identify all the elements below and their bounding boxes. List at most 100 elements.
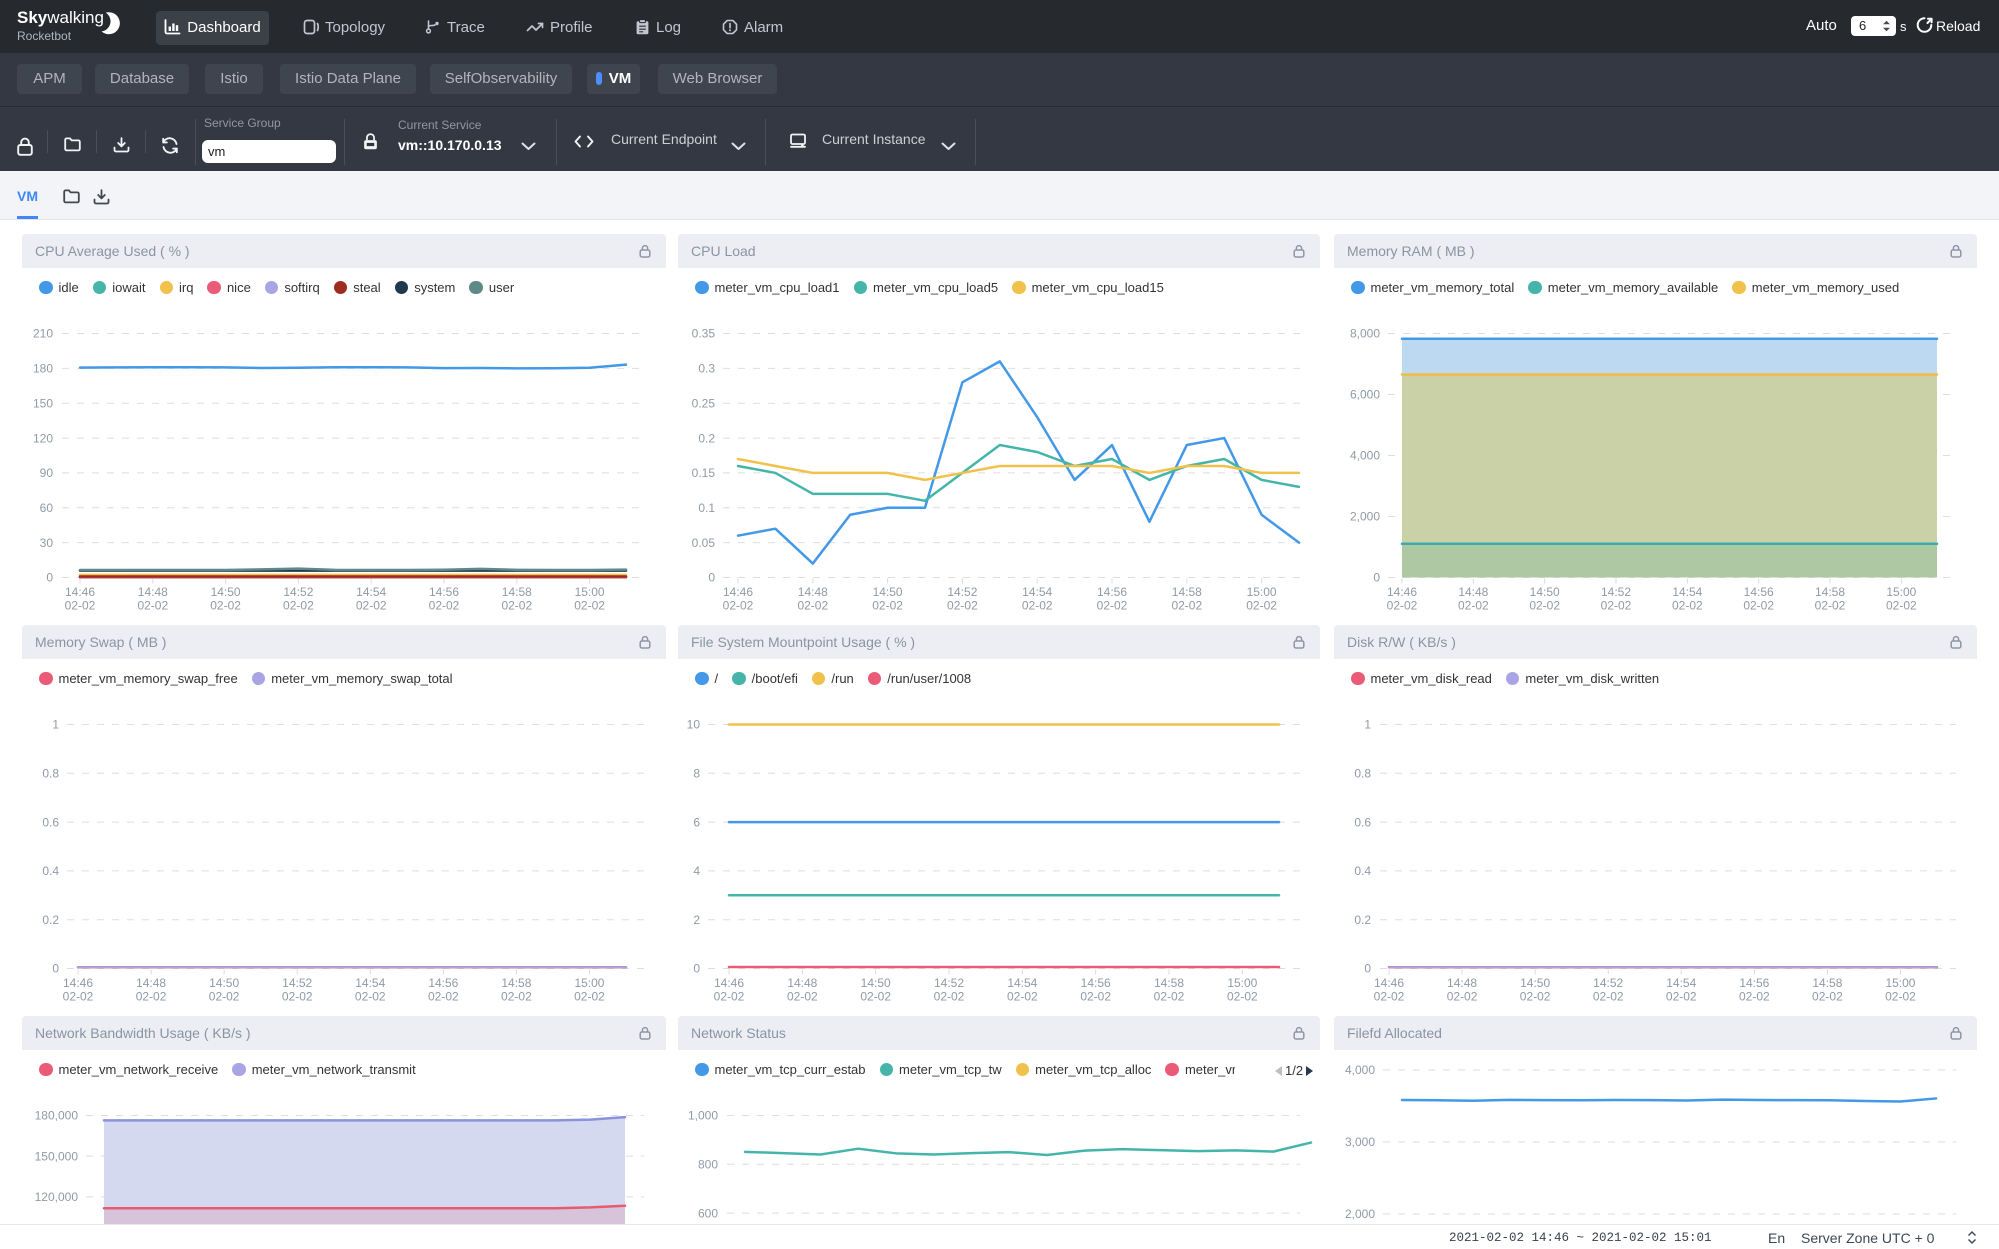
svg-text:0: 0 (52, 962, 59, 976)
svg-text:02-02: 02-02 (1246, 599, 1277, 613)
svg-text:0: 0 (1373, 571, 1380, 585)
svg-text:02-02: 02-02 (429, 599, 460, 613)
svg-text:0.2: 0.2 (1354, 913, 1371, 927)
svg-text:4,000: 4,000 (1350, 449, 1380, 463)
svg-text:02-02: 02-02 (1227, 990, 1258, 1004)
svg-text:14:58: 14:58 (1154, 976, 1184, 990)
svg-text:14:58: 14:58 (1172, 585, 1202, 599)
svg-text:15:00: 15:00 (1247, 585, 1277, 599)
svg-text:14:54: 14:54 (1007, 976, 1037, 990)
svg-text:14:58: 14:58 (502, 585, 532, 599)
svg-text:8,000: 8,000 (1350, 327, 1380, 341)
svg-text:15:00: 15:00 (1885, 976, 1915, 990)
svg-text:02-02: 02-02 (860, 990, 891, 1004)
svg-text:0.4: 0.4 (42, 864, 59, 878)
svg-text:0.25: 0.25 (692, 396, 716, 410)
svg-text:8: 8 (693, 767, 700, 781)
svg-text:120: 120 (33, 431, 53, 445)
svg-text:1: 1 (1364, 718, 1371, 732)
svg-text:0: 0 (708, 571, 715, 585)
svg-text:14:54: 14:54 (355, 976, 385, 990)
svg-text:14:48: 14:48 (1447, 976, 1477, 990)
svg-text:02-02: 02-02 (1022, 599, 1053, 613)
svg-text:14:58: 14:58 (501, 976, 531, 990)
svg-text:14:46: 14:46 (714, 976, 744, 990)
svg-text:02-02: 02-02 (1447, 990, 1478, 1004)
svg-text:800: 800 (698, 1158, 718, 1172)
svg-text:02-02: 02-02 (1154, 990, 1185, 1004)
svg-text:14:46: 14:46 (63, 976, 93, 990)
svg-text:600: 600 (698, 1206, 718, 1220)
svg-text:02-02: 02-02 (1080, 990, 1111, 1004)
svg-text:0.35: 0.35 (692, 327, 716, 341)
svg-text:14:50: 14:50 (211, 585, 241, 599)
svg-text:02-02: 02-02 (65, 599, 96, 613)
svg-text:14:50: 14:50 (861, 976, 891, 990)
svg-text:02-02: 02-02 (1520, 990, 1551, 1004)
svg-text:14:56: 14:56 (429, 585, 459, 599)
svg-text:14:48: 14:48 (798, 585, 828, 599)
svg-text:14:54: 14:54 (356, 585, 386, 599)
svg-text:3,000: 3,000 (1345, 1135, 1375, 1149)
svg-text:02-02: 02-02 (1672, 599, 1703, 613)
svg-text:0.1: 0.1 (698, 501, 715, 515)
svg-text:02-02: 02-02 (934, 990, 965, 1004)
svg-text:14:46: 14:46 (723, 585, 753, 599)
svg-text:6: 6 (693, 815, 700, 829)
svg-text:14:52: 14:52 (934, 976, 964, 990)
svg-text:02-02: 02-02 (355, 990, 386, 1004)
svg-text:02-02: 02-02 (1387, 599, 1418, 613)
svg-text:0.15: 0.15 (692, 466, 716, 480)
svg-text:14:46: 14:46 (1387, 585, 1417, 599)
svg-text:14:54: 14:54 (1666, 976, 1696, 990)
svg-text:02-02: 02-02 (1593, 990, 1624, 1004)
svg-text:02-02: 02-02 (1097, 599, 1128, 613)
svg-text:0.6: 0.6 (42, 815, 59, 829)
svg-text:14:58: 14:58 (1815, 585, 1845, 599)
svg-text:1,000: 1,000 (688, 1109, 718, 1123)
svg-text:02-02: 02-02 (1374, 990, 1405, 1004)
svg-text:14:52: 14:52 (1601, 585, 1631, 599)
svg-text:02-02: 02-02 (574, 599, 605, 613)
svg-text:0.8: 0.8 (42, 767, 59, 781)
svg-text:60: 60 (40, 501, 54, 515)
svg-text:2: 2 (693, 913, 700, 927)
svg-text:02-02: 02-02 (947, 599, 978, 613)
svg-text:14:56: 14:56 (1744, 585, 1774, 599)
svg-text:14:48: 14:48 (138, 585, 168, 599)
svg-text:0: 0 (693, 962, 700, 976)
svg-text:14:54: 14:54 (1672, 585, 1702, 599)
svg-text:14:50: 14:50 (1530, 585, 1560, 599)
svg-text:10: 10 (687, 718, 701, 732)
svg-text:150: 150 (33, 396, 53, 410)
svg-text:210: 210 (33, 327, 53, 341)
svg-text:0: 0 (46, 571, 53, 585)
svg-text:02-02: 02-02 (714, 990, 745, 1004)
svg-text:02-02: 02-02 (1171, 599, 1202, 613)
svg-text:6,000: 6,000 (1350, 388, 1380, 402)
svg-text:0.2: 0.2 (42, 913, 59, 927)
svg-text:14:48: 14:48 (136, 976, 166, 990)
svg-text:180,000: 180,000 (35, 1109, 79, 1123)
svg-text:02-02: 02-02 (723, 599, 754, 613)
svg-text:4: 4 (693, 864, 700, 878)
svg-text:15:00: 15:00 (575, 585, 605, 599)
svg-text:2,000: 2,000 (1345, 1207, 1375, 1221)
svg-text:02-02: 02-02 (137, 599, 168, 613)
svg-text:14:52: 14:52 (283, 585, 313, 599)
svg-text:30: 30 (40, 536, 54, 550)
svg-text:02-02: 02-02 (136, 990, 167, 1004)
svg-text:120,000: 120,000 (35, 1190, 79, 1204)
svg-text:02-02: 02-02 (356, 599, 387, 613)
svg-text:1: 1 (52, 718, 59, 732)
svg-text:14:56: 14:56 (1097, 585, 1127, 599)
svg-text:02-02: 02-02 (210, 599, 241, 613)
svg-text:14:52: 14:52 (282, 976, 312, 990)
svg-text:0: 0 (1364, 962, 1371, 976)
svg-text:180: 180 (33, 362, 53, 376)
svg-text:02-02: 02-02 (282, 990, 313, 1004)
svg-text:02-02: 02-02 (283, 599, 314, 613)
svg-text:02-02: 02-02 (501, 990, 532, 1004)
svg-text:14:48: 14:48 (1458, 585, 1488, 599)
svg-text:15:00: 15:00 (1227, 976, 1257, 990)
